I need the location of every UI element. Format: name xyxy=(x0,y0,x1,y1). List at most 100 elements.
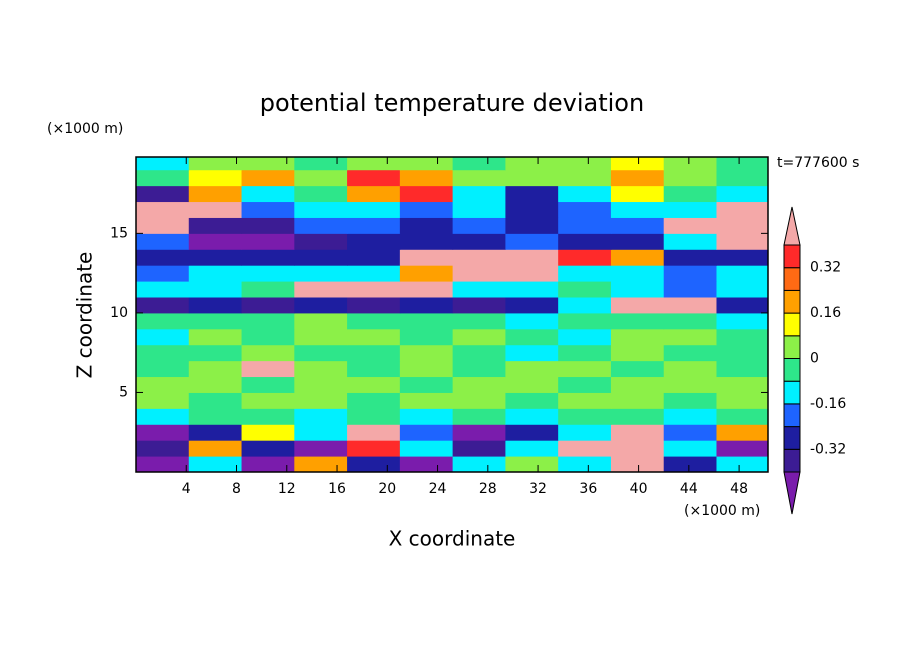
contour-cell xyxy=(558,233,612,250)
contour-cell xyxy=(136,312,190,330)
contour-cell xyxy=(136,408,190,425)
contour-cell xyxy=(188,328,243,346)
contour-cell xyxy=(505,424,559,441)
contour-cell xyxy=(294,249,348,266)
contour-cell xyxy=(505,344,559,362)
contour-cell xyxy=(663,157,717,171)
contour-cell xyxy=(136,157,190,171)
x-tick-label: 16 xyxy=(328,481,346,497)
contour-cell xyxy=(452,408,506,425)
contour-cell xyxy=(188,440,243,457)
contour-cell xyxy=(136,456,190,472)
contour-cell xyxy=(347,376,401,393)
contour-cell xyxy=(399,233,454,250)
contour-cell xyxy=(347,201,401,218)
contour-cell xyxy=(610,408,665,425)
contour-cell xyxy=(663,360,717,378)
contour-cell xyxy=(399,169,454,187)
contour-cell xyxy=(452,281,506,298)
contour-cell xyxy=(347,297,401,314)
contour-cell xyxy=(716,185,768,203)
contour-cell xyxy=(505,297,559,314)
contour-cell xyxy=(399,157,454,171)
contour-cell xyxy=(716,169,768,187)
contour-cell xyxy=(241,328,295,346)
contour-cell xyxy=(663,328,717,346)
x-tick-label: 24 xyxy=(429,481,447,497)
contour-cell xyxy=(610,217,665,234)
contour-cell xyxy=(188,392,243,409)
contour-cell xyxy=(241,360,295,378)
contour-cell xyxy=(505,185,559,203)
x-unit: (×1000 m) xyxy=(684,503,760,519)
contour-cell xyxy=(558,408,612,425)
contour-cell xyxy=(241,312,295,330)
contour-cell xyxy=(399,408,454,425)
contour-cell xyxy=(452,376,506,393)
contour-cell xyxy=(716,249,768,266)
contour-cell xyxy=(452,328,506,346)
contour-cell xyxy=(505,360,559,378)
contour-cell xyxy=(558,185,612,203)
contour-cell xyxy=(241,281,295,298)
contour-cell xyxy=(558,169,612,187)
contour-cell xyxy=(399,344,454,362)
contour-cell xyxy=(294,297,348,314)
contour-cell xyxy=(294,440,348,457)
x-tick-label: 36 xyxy=(579,481,597,497)
contour-cell xyxy=(716,344,768,362)
contour-cell xyxy=(610,360,665,378)
contour-cell xyxy=(610,157,665,171)
contour-cell xyxy=(505,392,559,409)
contour-cell xyxy=(241,201,295,218)
contour-cell xyxy=(663,169,717,187)
contour-cell xyxy=(558,157,612,171)
contour-cell xyxy=(347,312,401,330)
contour-cell xyxy=(452,424,506,441)
x-tick-label: 32 xyxy=(529,481,547,497)
contour-cell xyxy=(558,440,612,457)
contour-cell xyxy=(241,408,295,425)
colorbar-label: -0.32 xyxy=(810,441,846,457)
contour-cell xyxy=(347,169,401,187)
contour-cell xyxy=(505,249,559,266)
contour-cell xyxy=(716,408,768,425)
contour-cell xyxy=(136,344,190,362)
colorbar-box xyxy=(783,448,801,473)
contour-cell xyxy=(188,360,243,378)
contour-cell xyxy=(241,440,295,457)
contour-cell xyxy=(347,392,401,409)
contour-cell xyxy=(610,265,665,282)
colorbar-box xyxy=(783,267,801,291)
contour-cell xyxy=(716,392,768,409)
x-tick-label: 48 xyxy=(730,481,748,497)
contour-cell xyxy=(558,392,612,409)
colorbar-box xyxy=(783,289,801,314)
contour-cell xyxy=(399,328,454,346)
contour-cell xyxy=(558,249,612,266)
colorbar-box xyxy=(783,380,801,405)
contour-cell xyxy=(452,201,506,218)
contour-cell xyxy=(610,169,665,187)
contour-cell xyxy=(505,233,559,250)
contour-cell xyxy=(505,456,559,472)
contour-cell xyxy=(241,249,295,266)
contour-cell xyxy=(188,233,243,250)
contour-cell xyxy=(452,217,506,234)
colorbar-box xyxy=(783,426,801,450)
contour-cell xyxy=(136,424,190,441)
contour-cell xyxy=(347,281,401,298)
contour-cell xyxy=(452,392,506,409)
contour-cell xyxy=(716,297,768,314)
contour-cell xyxy=(663,424,717,441)
contour-cell xyxy=(347,217,401,234)
contour-cell xyxy=(241,217,295,234)
contour-cell xyxy=(294,169,348,187)
contour-cell xyxy=(188,456,243,472)
contour-cell xyxy=(399,249,454,266)
plot-frame xyxy=(135,156,769,473)
x-tick-label: 4 xyxy=(182,481,191,497)
contour-cell xyxy=(294,376,348,393)
colorbar-label: 0 xyxy=(810,351,819,367)
contour-cell xyxy=(347,233,401,250)
